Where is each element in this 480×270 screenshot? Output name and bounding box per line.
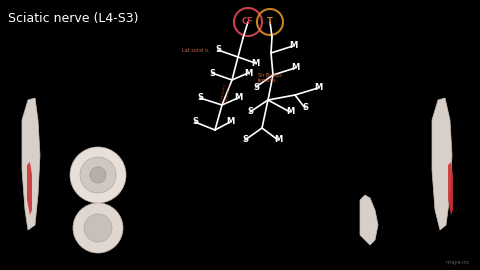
Text: S: S — [197, 93, 203, 103]
Polygon shape — [432, 98, 452, 230]
Circle shape — [90, 167, 106, 183]
Text: niraya-inc: niraya-inc — [446, 260, 470, 265]
Text: M: M — [286, 107, 294, 116]
Text: S: S — [242, 136, 248, 144]
Text: M: M — [226, 117, 234, 127]
Text: CF: CF — [242, 18, 254, 26]
Text: M: M — [251, 59, 259, 68]
Text: Lat sural n.: Lat sural n. — [182, 48, 210, 52]
Text: Sh Biceps
femoris: Sh Biceps femoris — [258, 73, 282, 83]
Text: T: T — [267, 18, 273, 26]
Text: M: M — [234, 93, 242, 103]
Circle shape — [70, 147, 126, 203]
Polygon shape — [27, 162, 32, 215]
Text: Common
fibular n.: Common fibular n. — [220, 83, 232, 103]
Text: S: S — [253, 83, 259, 92]
Text: S: S — [247, 107, 253, 116]
Text: M: M — [274, 136, 282, 144]
Text: S: S — [302, 103, 308, 113]
Polygon shape — [22, 98, 40, 230]
Text: S: S — [215, 46, 221, 55]
Polygon shape — [360, 195, 378, 245]
Text: M: M — [244, 69, 252, 77]
Circle shape — [73, 203, 123, 253]
Text: M: M — [291, 63, 299, 73]
Text: S: S — [192, 117, 198, 127]
Circle shape — [84, 214, 112, 242]
Circle shape — [80, 157, 116, 193]
Text: M: M — [314, 83, 322, 93]
Text: M: M — [289, 42, 297, 50]
Polygon shape — [448, 162, 453, 215]
Text: Sciatic nerve (L4-S3): Sciatic nerve (L4-S3) — [8, 12, 139, 25]
Text: S: S — [209, 69, 215, 77]
